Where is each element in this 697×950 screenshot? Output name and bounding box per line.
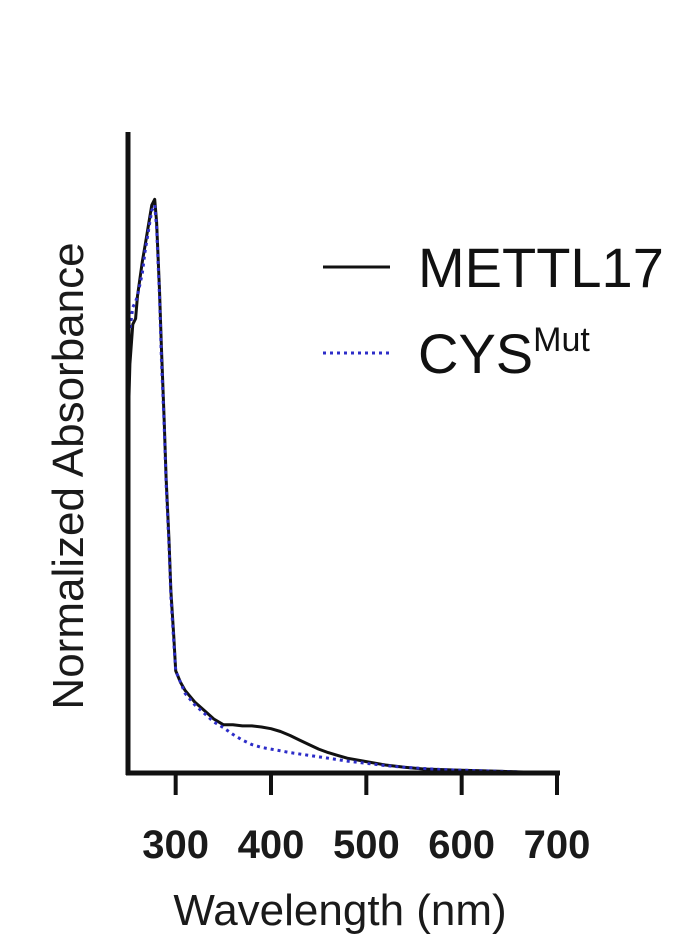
x-ticks: 300 400 500 600 700 [142,773,590,867]
x-tick-label-1: 400 [238,823,305,867]
series-line-0 [126,197,558,775]
y-axis-title: Normalized Absorbance [44,242,93,709]
x-tick-label-3: 600 [428,823,495,867]
legend-superscript-1: Mut [533,321,590,359]
x-tick-label-2: 500 [333,823,400,867]
x-tick-label-0: 300 [142,823,209,867]
legend-label-1: CYSMut [418,321,590,385]
x-axis-title: Wavelength (nm) [173,886,506,935]
legend-label-0: METTL17 [418,236,664,299]
series-layer [126,197,558,775]
x-tick-label-4: 700 [524,823,591,867]
legend: METTL17 CYSMut [323,236,664,385]
series-line-1 [126,203,558,775]
